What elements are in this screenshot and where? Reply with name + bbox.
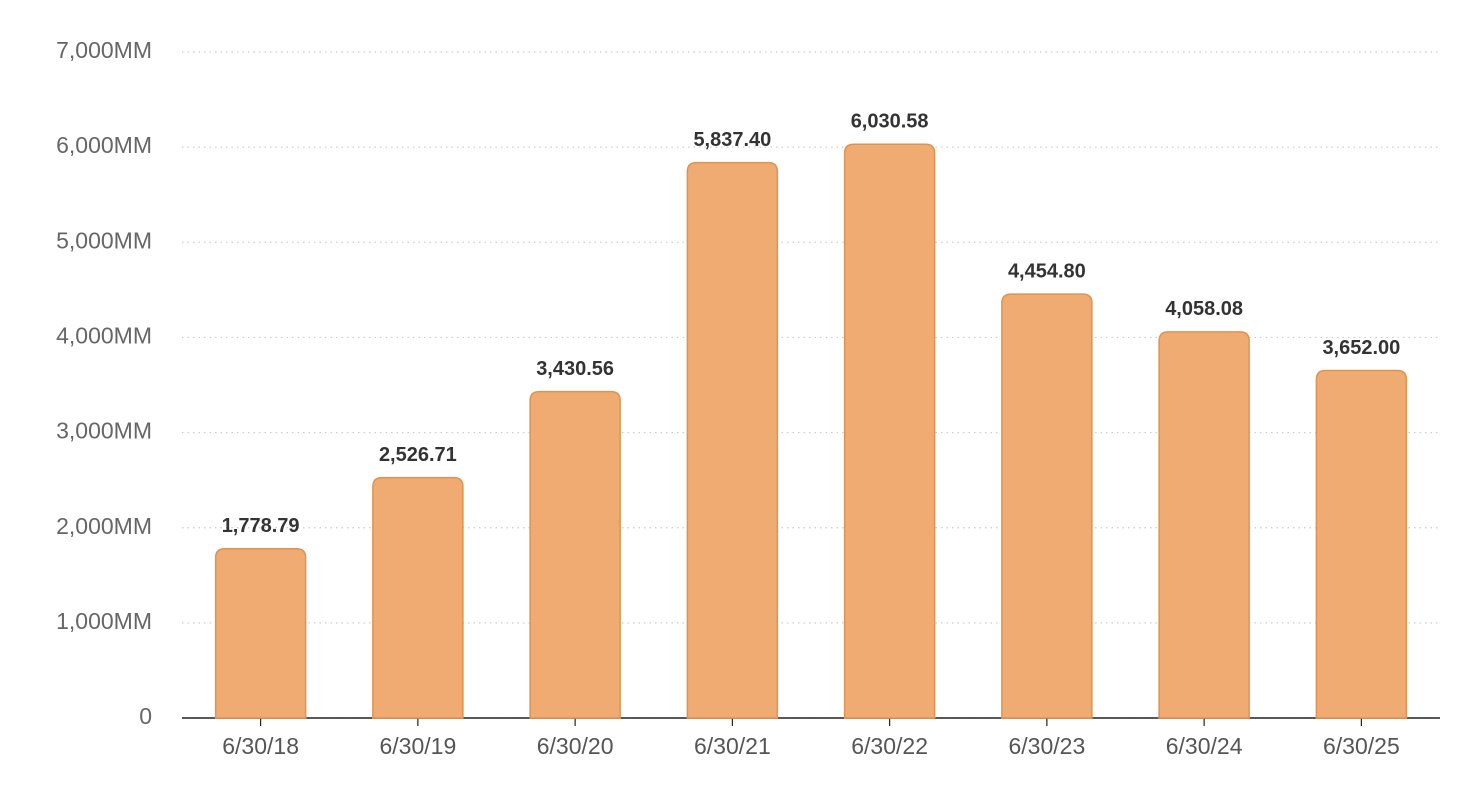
x-tick-label: 6/30/21 xyxy=(694,733,771,759)
bar xyxy=(1001,293,1093,719)
value-label: 4,454.80 xyxy=(1008,260,1086,282)
x-tick-label: 6/30/18 xyxy=(222,733,299,759)
value-label: 3,430.56 xyxy=(536,358,614,380)
x-tick-label: 6/30/24 xyxy=(1166,733,1243,759)
y-tick-label: 5,000MM xyxy=(56,227,152,253)
y-tick-label: 6,000MM xyxy=(56,132,152,158)
x-tick-label: 6/30/22 xyxy=(851,733,928,759)
x-tick-label: 6/30/23 xyxy=(1009,733,1086,759)
y-tick-label: 4,000MM xyxy=(56,323,152,349)
value-label: 5,837.40 xyxy=(693,129,771,151)
bar xyxy=(214,548,307,719)
value-label: 1,778.79 xyxy=(222,515,300,537)
bar xyxy=(529,390,621,719)
bar xyxy=(1158,331,1250,719)
x-tick-label: 6/30/19 xyxy=(380,733,457,759)
value-label: 2,526.71 xyxy=(379,444,457,466)
y-tick-label: 2,000MM xyxy=(56,513,152,539)
bar xyxy=(686,161,779,719)
value-label: 4,058.08 xyxy=(1165,298,1243,320)
y-tick-label: 1,000MM xyxy=(56,608,152,634)
y-tick-label: 0 xyxy=(139,703,152,729)
value-label: 3,652.00 xyxy=(1322,337,1400,359)
bar xyxy=(372,476,464,719)
y-tick-label: 7,000MM xyxy=(56,37,152,63)
value-label: 6,030.58 xyxy=(851,111,929,133)
x-tick-label: 6/30/20 xyxy=(537,733,614,759)
x-tick-label: 6/30/25 xyxy=(1323,733,1400,759)
y-tick-label: 3,000MM xyxy=(56,418,152,444)
bar xyxy=(843,143,936,719)
bar xyxy=(1315,369,1408,719)
